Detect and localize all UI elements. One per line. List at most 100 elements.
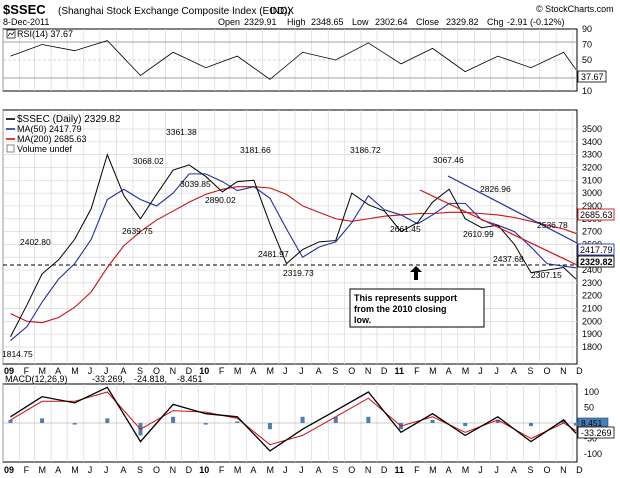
price-annotation: 2639.75 (122, 226, 153, 236)
x-axis-label: M (234, 366, 242, 376)
x-axis-label: J (104, 366, 109, 376)
macd-histogram-bar (105, 418, 110, 423)
price-annotation: 2826.96 (480, 184, 511, 194)
price-annotation: 1814.75 (2, 349, 33, 359)
x-axis-label: J (494, 465, 499, 475)
price-annotation: 2536.78 (537, 220, 568, 230)
x-axis-label: A (55, 465, 61, 475)
x-axis-label: J (299, 366, 304, 376)
x-axis-label: M (39, 366, 47, 376)
price-tick-label: 1900 (582, 329, 602, 339)
x-axis-label: D (576, 366, 583, 376)
price-annotation: 3181.66 (240, 145, 271, 155)
macd-tick-label: -100 (584, 449, 602, 459)
macd-tick-label: 50 (584, 403, 594, 413)
x-axis-label: O (544, 366, 551, 376)
x-axis-label: F (24, 465, 30, 475)
rsi-panel: RSI(14) 37.67 9070503010 37.67 (2, 24, 607, 96)
price-annotation: 3186.72 (350, 145, 381, 155)
macd-legend-value-1: -33.269, (92, 374, 125, 384)
ma200-line-group (10, 186, 577, 324)
price-annotation: 3039.85 (180, 179, 211, 189)
x-axis-label: A (511, 465, 517, 475)
macd-histogram-bar (72, 423, 77, 425)
x-axis-label: D (381, 366, 388, 376)
x-axis-label: D (576, 465, 583, 475)
x-axis-label: F (414, 366, 420, 376)
x-axis-label: O (153, 366, 160, 376)
x-axis-label: A (446, 465, 452, 475)
ma200-series-line (10, 186, 577, 324)
change-label: Chg (487, 17, 504, 27)
x-axis-label: M (266, 366, 274, 376)
macd-histogram-bar (528, 423, 533, 427)
x-axis-label: A (250, 366, 256, 376)
price-legend-entry: MA(50) 2417.79 (17, 124, 82, 134)
x-axis-label: F (24, 366, 30, 376)
index-name: (Shanghai Stock Exchange Composite Index… (58, 6, 291, 17)
macd-panel: MACD(12,26,9) -33.269, -24.818, -8.451 1… (2, 374, 615, 463)
price-annotation: 2890.02 (205, 195, 236, 205)
macd-badge-value: -33.269 (581, 428, 612, 438)
x-axis-label: M (71, 465, 79, 475)
macd-legend-main: MACD(12,26,9) (5, 374, 68, 384)
rsi-axis: 9070503010 (582, 24, 592, 96)
callout-line-3: low. (354, 315, 371, 325)
macd-histogram-bar (430, 419, 435, 423)
price-annotation: 3361.38 (166, 127, 197, 137)
price-tick-label: 3400 (582, 137, 602, 147)
x-axis-label: D (186, 366, 193, 376)
close-value: 2329.82 (446, 17, 479, 27)
ohlc-summary: Open 2329.91 High 2348.65 Low 2302.64 Cl… (218, 17, 565, 27)
x-axis-label: A (511, 366, 517, 376)
x-axis-label: N (365, 465, 372, 475)
x-axis-label: M (429, 366, 437, 376)
x-axis-label: O (153, 465, 160, 475)
price-axis: 3500340033003200310030002900280027002600… (582, 124, 602, 352)
macd-histogram-bar (366, 416, 371, 423)
x-axis-label: N (560, 465, 567, 475)
x-axis-label: O (544, 465, 551, 475)
stockcharts-watermark: © StockCharts.com (536, 4, 614, 14)
x-axis-label: 11 (395, 465, 405, 475)
macd-histogram-bar (171, 416, 176, 423)
price-tick-label: 2000 (582, 316, 602, 326)
price-tick-label: 3100 (582, 175, 602, 185)
close-badge-value: 2329.82 (580, 257, 613, 267)
change-value: -2.91 (-0.12%) (507, 17, 565, 27)
price-annotation: 2437.68 (493, 254, 524, 264)
rsi-tick-label: 70 (582, 40, 592, 50)
rsi-series-line (10, 40, 577, 80)
price-grid (2, 110, 577, 364)
x-axis-label: N (170, 366, 177, 376)
x-axis-label: 10 (199, 465, 209, 475)
price-tick-label: 3200 (582, 162, 602, 172)
x-axis-label: J (88, 366, 93, 376)
macd-badge (577, 426, 615, 439)
x-axis-label: J (88, 465, 93, 475)
x-axis-label: M (266, 465, 274, 475)
ma50-badge-value: 2417.79 (580, 245, 613, 255)
macd-series-line (10, 386, 577, 452)
x-axis-label: A (316, 465, 322, 475)
macd-line-group (10, 386, 577, 452)
x-axis-label: M (71, 366, 79, 376)
rsi-legend: RSI(14) 37.67 (17, 29, 73, 39)
price-tick-label: 2200 (582, 291, 602, 301)
volume-box-icon (6, 144, 15, 153)
macd-histogram-bar (40, 418, 45, 423)
x-axis-label: S (137, 465, 143, 475)
x-axis-label: A (120, 465, 126, 475)
x-axis-label: 09 (4, 465, 14, 475)
close-badge (577, 255, 615, 268)
macd-signal-line (10, 391, 577, 446)
x-axis-label: A (316, 366, 322, 376)
price-annotation: 2402.80 (20, 237, 51, 247)
x-axis-label: D (381, 465, 388, 475)
macd-legend: MACD(12,26,9) -33.269, -24.818, -8.451 (5, 374, 203, 384)
price-legend-entry: $SSEC (Daily) 2329.82 (17, 114, 121, 125)
x-axis-label: A (120, 366, 126, 376)
rsi-legend-glyph (7, 31, 15, 37)
price-legend-entry: Volume undef (17, 144, 73, 154)
